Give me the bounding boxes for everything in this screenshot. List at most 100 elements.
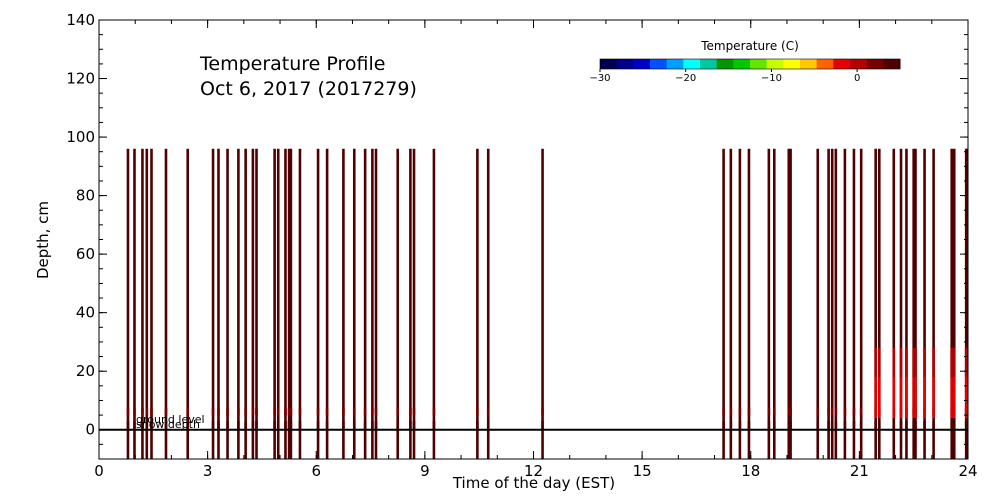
profile-layer-cell — [541, 407, 544, 416]
profile-layer-cell — [342, 407, 345, 416]
profile-cell — [899, 148, 903, 460]
x-axis-label: Time of the day (EST) — [452, 474, 615, 492]
profile-column — [787, 148, 791, 460]
profile-layer-cell — [722, 420, 725, 430]
profile-layer-cell — [923, 377, 926, 392]
profile-cell — [412, 148, 416, 460]
colorbar-tick-label: −10 — [761, 73, 782, 84]
profile-layer-cell — [843, 407, 847, 416]
profile-column — [289, 148, 293, 460]
profile-layer-cell — [237, 407, 240, 416]
y-tick-label: 140 — [66, 11, 95, 29]
profile-layer-cell — [965, 406, 968, 419]
profile-layer-cell — [899, 347, 903, 378]
profile-layer-cell — [251, 420, 255, 430]
profile-cell — [932, 148, 935, 460]
profile-cell — [342, 148, 345, 460]
profile-layer-cell — [905, 347, 908, 378]
profile-cell — [226, 148, 229, 460]
profile-cell — [298, 148, 302, 460]
profile-layer-cell — [316, 407, 320, 416]
profile-column — [363, 148, 367, 460]
profile-layer-cell — [141, 407, 144, 416]
profile-layer-cell — [476, 407, 479, 416]
profile-cell — [141, 148, 144, 460]
profile-column — [325, 148, 329, 460]
profile-layer-cell — [852, 420, 856, 430]
profile-layer-cell — [396, 420, 400, 430]
profile-layer-cell — [874, 406, 877, 419]
profile-column — [541, 148, 544, 460]
colorbar-swatch — [766, 59, 784, 69]
profile-layer-cell — [952, 420, 956, 430]
profile-cell — [874, 148, 877, 460]
profile-layer-cell — [298, 407, 302, 416]
profile-cell — [133, 148, 136, 460]
profile-layer-cell — [164, 407, 168, 416]
profile-layer-cell — [789, 420, 792, 430]
profile-cell — [905, 148, 908, 460]
profile-layer-cell — [412, 420, 416, 430]
profile-layer-cell — [371, 407, 374, 416]
profile-layer-cell — [787, 420, 791, 430]
profile-layer-cell — [150, 420, 153, 430]
profile-cell — [852, 148, 856, 460]
profile-cell — [541, 148, 544, 460]
profile-cell — [284, 148, 287, 460]
colorbar-tick-label: 0 — [854, 73, 860, 84]
profile-cell — [834, 148, 838, 460]
profile-layer-cell — [899, 391, 903, 407]
x-tick-label: 12 — [524, 462, 543, 480]
profile-column — [145, 148, 149, 460]
profile-cell — [396, 148, 400, 460]
profile-layer-cell — [287, 407, 291, 416]
profile-column — [923, 148, 926, 460]
profile-layer-cell — [374, 407, 378, 416]
profile-layer-cell — [923, 420, 926, 430]
profile-layer-cell — [892, 377, 896, 392]
colorbar-ticks: −30 −20 −10 0 — [589, 69, 860, 84]
profile-layer-cell — [899, 420, 903, 430]
profile-cell — [738, 148, 742, 460]
chart-title-line-1: Temperature Profile — [199, 53, 385, 75]
profile-column — [251, 148, 255, 460]
colorbar-swatch — [850, 59, 868, 69]
profile-layer-cell — [298, 420, 302, 430]
profile-layer-cell — [141, 420, 144, 430]
profile-layer-cell — [905, 420, 908, 430]
profile-layer-cell — [145, 420, 149, 430]
colorbar: Temperature (C) −30 −20 −10 0 — [589, 39, 901, 84]
profile-layer-cell — [186, 420, 190, 430]
profile-cell — [186, 148, 190, 460]
colorbar-swatch — [783, 59, 801, 69]
profile-layer-cell — [747, 420, 751, 430]
profile-layer-cell — [950, 420, 954, 430]
profile-column — [255, 148, 258, 460]
profile-layer-cell — [914, 377, 917, 392]
profile-layer-cell — [899, 377, 903, 392]
profile-layer-cell — [965, 420, 968, 430]
heatmap-cells — [126, 148, 968, 460]
profile-cell — [912, 148, 915, 460]
profile-cell — [787, 148, 791, 460]
profile-layer-cell — [541, 420, 544, 430]
profile-column — [432, 148, 436, 460]
profile-column — [237, 148, 240, 460]
profile-column — [950, 148, 954, 460]
profile-layer-cell — [914, 347, 917, 378]
profile-cell — [767, 148, 771, 460]
profile-column — [126, 148, 130, 460]
x-tick-label: 15 — [633, 462, 652, 480]
colorbar-swatch — [816, 59, 834, 69]
y-tick-label: 60 — [76, 245, 95, 263]
profile-layer-cell — [899, 406, 903, 419]
profile-layer-cell — [914, 391, 917, 407]
profile-layer-cell — [476, 420, 479, 430]
profile-layer-cell — [877, 391, 881, 407]
profile-layer-cell — [244, 407, 247, 416]
profile-layer-cell — [289, 420, 293, 430]
profile-cell — [255, 148, 258, 460]
profile-cell — [486, 148, 490, 460]
colorbar-swatch — [600, 59, 618, 69]
profile-column — [133, 148, 136, 460]
